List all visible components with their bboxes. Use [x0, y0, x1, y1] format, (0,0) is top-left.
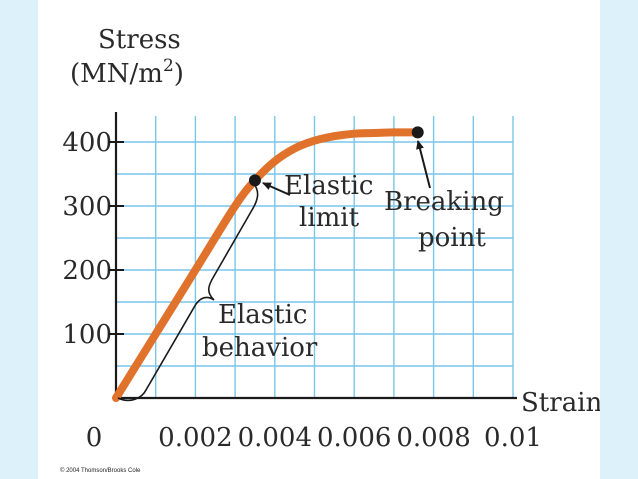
x-tick-labels: 0 0.002 0.004 0.006 0.008 0.01	[86, 423, 542, 453]
elastic-limit-point	[248, 174, 261, 187]
figure-panel: Stress (MN/m2) Strain 100 200 300 400 0 0.00…	[38, 0, 600, 479]
breaking-point	[411, 126, 424, 139]
x-tick-label: 0.004	[238, 423, 312, 453]
x-axis-title: Strain	[521, 388, 600, 418]
copyright-notice: © 2004 Thomson/Brooks Cole	[60, 467, 141, 474]
annotation-elastic-behavior: Elastic behavior	[202, 300, 318, 363]
annotation-elastic-behavior-line1: Elastic	[218, 300, 307, 330]
stress-strain-chart: Stress (MN/m2) Strain 100 200 300 400 0 0.00…	[60, 25, 600, 474]
y-axis-title-line2: (MN/m	[70, 59, 163, 89]
annotation-elastic-limit-arrow	[262, 182, 291, 196]
y-tick-label: 400	[62, 128, 112, 158]
annotation-elastic-limit-line2: limit	[299, 203, 360, 233]
elastic-region-brace	[117, 183, 259, 402]
y-axis-title-line1: Stress	[98, 25, 181, 55]
y-axis-unit-superscript: 2	[163, 56, 174, 76]
y-axis-title: Stress (MN/m2)	[70, 25, 189, 89]
annotation-breaking-point-arrow	[416, 140, 431, 189]
annotation-breaking-point-line1: Breaking	[384, 187, 504, 217]
x-tick-label: 0.008	[396, 423, 470, 453]
y-tick-label: 200	[62, 256, 112, 286]
annotation-elastic-limit: Elastic limit	[284, 171, 382, 233]
annotation-breaking-point-line2: point	[418, 223, 486, 253]
annotation-breaking-point: Breaking point	[384, 187, 512, 253]
x-tick-label: 0	[86, 423, 103, 453]
y-tick-label: 100	[62, 320, 112, 350]
y-axis-title-close: )	[174, 59, 184, 89]
y-tick-labels: 100 200 300 400	[62, 128, 112, 350]
data-markers	[248, 126, 424, 187]
annotation-elastic-behavior-line2: behavior	[202, 333, 318, 363]
x-tick-label: 0.006	[317, 423, 391, 453]
stress-strain-curve	[112, 128, 422, 402]
x-tick-label: 0.002	[158, 423, 232, 453]
annotation-elastic-limit-line1: Elastic	[284, 171, 373, 201]
x-tick-label: 0.01	[484, 423, 542, 453]
y-tick-label: 300	[62, 192, 112, 222]
axes	[108, 112, 517, 400]
